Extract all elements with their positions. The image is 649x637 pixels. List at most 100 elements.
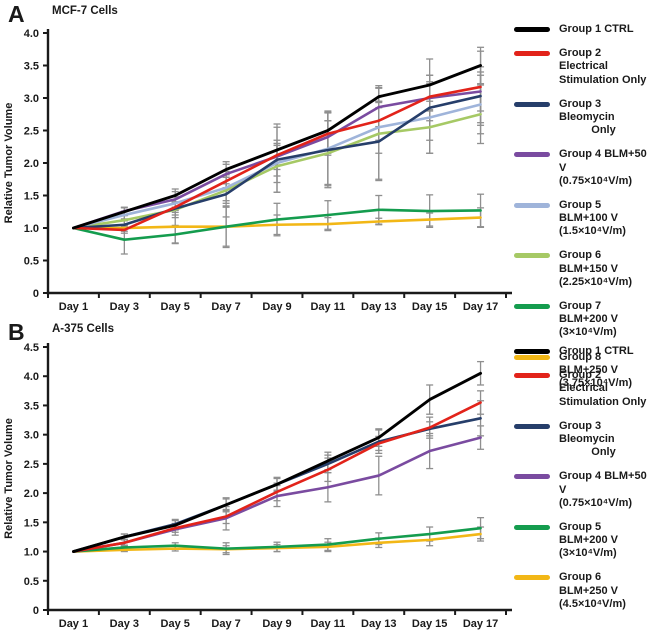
legend-label-line: Only	[591, 124, 616, 137]
legend-label-line: Stimulation Only	[559, 73, 647, 86]
series-line-group-1-ctrl	[71, 371, 483, 554]
series-line-group-2-electrical-stimulation-only	[72, 401, 482, 553]
legend-label: Group 4 BLM+50 V (0.75×10⁴V/m)	[559, 148, 648, 188]
series-line-group-5-blm-200-v-3-10-v-m-	[72, 526, 482, 553]
panel-b-legend: Group 1 CTRL Group 2 Electrical Stimulatio…	[514, 318, 648, 611]
series-line-group-6-blm-150-v-2-25-10-v-m-	[72, 112, 482, 230]
legend-label: Group 5 BLM+200 V (3×10⁴V/m)	[559, 521, 648, 561]
legend-swatch-icon	[514, 474, 550, 480]
legend-label-line: (3×10⁴V/m)	[559, 547, 617, 560]
panel-a: A MCF-7 Cells Relative Tumor Volume 0 0.5 1.…	[0, 0, 649, 389]
y-axis-label: Relative Tumor Volume	[3, 103, 15, 224]
legend-label-line: Group 3 Bleomycin	[559, 419, 615, 445]
panel-a-chart: MCF-7 Cells Relative Tumor Volume 0 0.5 1.0 1…	[0, 0, 512, 318]
legend-label-line: Group 1 CTRL	[559, 23, 634, 35]
y-tick-label: 2.5	[24, 459, 39, 471]
legend-item: Group 2 Electrical Stimulation Only	[514, 369, 648, 409]
y-tick-label: 1.0	[24, 223, 39, 235]
x-tick-label: Day 9	[262, 618, 291, 630]
legend-swatch-icon	[514, 253, 550, 259]
legend-label-line: Group 2 Electrical	[559, 47, 608, 73]
legend-label: Group 1 CTRL	[559, 23, 648, 36]
x-tick-label: Day 1	[59, 618, 88, 630]
legend-swatch-icon	[514, 524, 550, 530]
y-tick-label: 0.5	[24, 256, 39, 268]
legend-label: Group 8 BLM+250 V (3.75×10⁴V/m)	[559, 351, 648, 391]
legend-item: Group 5 BLM+200 V (3×10⁴V/m)	[514, 521, 648, 561]
y-axis-label: Relative Tumor Volume	[3, 418, 15, 539]
x-tick-label: Day 11	[310, 301, 345, 313]
x-tick-label: Day 7	[211, 618, 240, 630]
series-line-group-8-blm-250-v-3-75-10-v-m-	[72, 216, 482, 230]
x-tick-label: Day 3	[110, 618, 139, 630]
legend-item: Group 1 CTRL	[514, 345, 648, 358]
legend-label-line: Group 5 BLM+200 V	[559, 520, 618, 547]
legend-item: Group 2 Electrical Stimulation Only	[514, 47, 648, 87]
x-tick-label: Day 5	[161, 618, 190, 630]
legend-swatch-icon	[514, 349, 550, 354]
legend-label-line: (4.5×10⁴V/m)	[559, 597, 626, 610]
y-tick-label: 1.0	[24, 547, 39, 559]
legend-label-line: Group 2 Electrical	[559, 369, 608, 395]
y-tick-label: 3.0	[24, 430, 39, 442]
legend-label-line: Group 3 Bleomycin	[559, 97, 615, 123]
y-tick-label: 2.0	[24, 488, 39, 500]
y-tick-label: 4.5	[24, 342, 39, 354]
legend-item: Group 8 BLM+250 V (3.75×10⁴V/m)	[514, 351, 648, 391]
legend-label-line: Group 7 BLM+200 V	[559, 300, 618, 326]
legend-label-line: (0.75×10⁴V/m)	[559, 496, 633, 509]
legend-item: Group 4 BLM+50 V (0.75×10⁴V/m)	[514, 148, 648, 188]
x-tick-label: Day 15	[412, 301, 447, 313]
x-tick-label: Day 11	[310, 618, 345, 630]
legend-label: Group 6 BLM+150 V (2.25×10⁴V/m)	[559, 249, 648, 289]
chart-svg-B: A-375 Cells Relative Tumor Volume 0 0.5 1.0 1…	[3, 323, 512, 630]
y-tick-label: 0	[33, 605, 39, 617]
series-line-group-5-blm-100-v-1-5-10-v-m-	[72, 103, 482, 230]
x-tick-label: Day 13	[361, 618, 396, 630]
panel-b: B A-375 Cells Relative Tumor Volume 0 0.5 1.…	[0, 318, 649, 637]
legend-label: Group 2 Electrical Stimulation Only	[559, 369, 648, 409]
legend-label-line: (3.75×10⁴V/m)	[559, 376, 633, 389]
legend-label-line: (1.5×10⁴V/m)	[559, 225, 626, 238]
chart-title: A-375 Cells	[52, 323, 114, 335]
legend-label-line: Group 5 BLM+100 V	[559, 198, 618, 225]
panel-a-label: A	[8, 1, 25, 27]
legend-item: Group 4 BLM+50 V (0.75×10⁴V/m)	[514, 470, 648, 510]
legend-label: Group 1 CTRL	[559, 345, 648, 358]
legend-swatch-icon	[514, 354, 550, 360]
legend-label-line: (0.75×10⁴V/m)	[559, 174, 633, 187]
chart-title: MCF-7 Cells	[52, 5, 118, 17]
y-tick-label: 4.0	[24, 28, 39, 40]
legend-swatch-icon	[514, 423, 550, 429]
series-line-group-7-blm-200-v-3-10-v-m-	[72, 208, 482, 241]
panel-a-legend: Group 1 CTRL Group 2 Electrical Stimulatio…	[514, 0, 648, 390]
y-tick-label: 1.5	[24, 517, 39, 529]
legend-swatch-icon	[514, 51, 550, 57]
legend-label-line: Group 4 BLM+50 V	[559, 148, 647, 174]
x-tick-label: Day 17	[463, 301, 498, 313]
legend-swatch-icon	[514, 373, 550, 379]
legend-swatch-icon	[514, 304, 550, 309]
y-tick-label: 2.5	[24, 126, 39, 138]
legend-swatch-icon	[514, 27, 550, 32]
x-tick-label: Day 9	[262, 301, 291, 313]
legend-label: Group 4 BLM+50 V (0.75×10⁴V/m)	[559, 470, 648, 510]
panel-b-chart: A-375 Cells Relative Tumor Volume 0 0.5 1.0 1…	[0, 318, 512, 636]
y-tick-label: 4.0	[24, 371, 39, 383]
legend-label: Group 3 Bleomycin Only	[559, 98, 648, 138]
y-tick-label: 3.5	[24, 400, 39, 412]
legend-label: Group 3 Bleomycin Only	[559, 420, 648, 460]
y-tick-label: 2.0	[24, 158, 39, 170]
series-line-group-1-ctrl	[71, 64, 483, 230]
legend-swatch-icon	[514, 575, 550, 581]
legend-item: Group 6 BLM+150 V (2.25×10⁴V/m)	[514, 249, 648, 289]
legend-label: Group 2 Electrical Stimulation Only	[559, 47, 648, 87]
panel-b-label: B	[8, 319, 25, 345]
legend-label: Group 7 BLM+200 V (3×10⁴V/m)	[559, 300, 648, 340]
legend-label: Group 5 BLM+100 V (1.5×10⁴V/m)	[559, 199, 648, 239]
x-tick-label: Day 3	[110, 301, 139, 313]
legend-label-line: (3×10⁴V/m)	[559, 326, 617, 339]
y-tick-label: 1.5	[24, 191, 39, 203]
legend-label: Group 6 BLM+250 V (4.5×10⁴V/m)	[559, 571, 648, 611]
